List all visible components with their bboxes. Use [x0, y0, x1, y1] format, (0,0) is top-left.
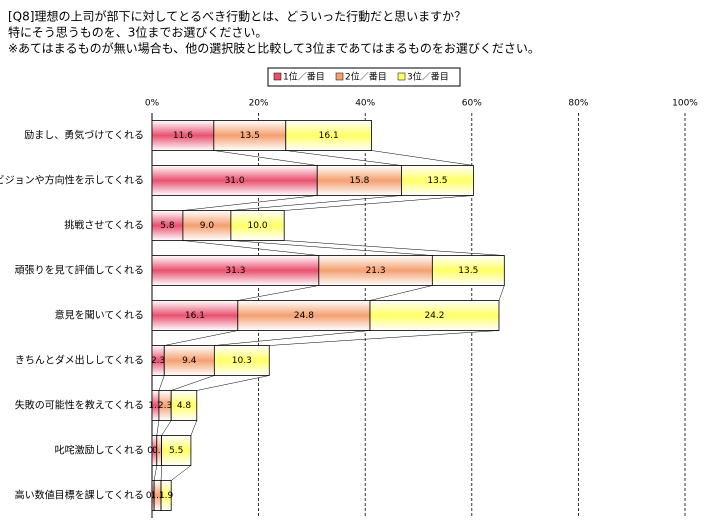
series-line: [164, 330, 238, 346]
y-tick-label: 失敗の可能性を教えてくれる: [15, 399, 144, 412]
value-label: 10.3: [232, 356, 252, 366]
series-line: [182, 195, 318, 211]
value-label: 0.4: [146, 491, 161, 501]
series-line: [285, 150, 402, 166]
bar-segment: [151, 210, 184, 241]
series-line: [182, 240, 319, 256]
bar-segment: [369, 300, 500, 331]
bar-segment: [151, 165, 318, 196]
bar-segment: [213, 345, 270, 376]
x-tick-label: 60%: [462, 99, 482, 109]
value-label: 31.0: [225, 176, 245, 186]
series-line: [371, 150, 474, 166]
title-line: ※あてはまるものが無い場合も、他の選択肢と比較して3位まであてはまるものをお選び…: [8, 41, 540, 56]
y-tick-label: きちんとダメ出ししてくれる: [15, 354, 144, 367]
series-line: [284, 195, 474, 211]
series-line: [158, 375, 165, 391]
value-label: 5.5: [169, 446, 183, 456]
value-label: 13.5: [240, 131, 260, 141]
series-line: [171, 375, 215, 391]
bar-segment: [163, 345, 215, 376]
series-line: [230, 195, 402, 211]
bar-segment: [182, 210, 232, 241]
legend-swatch: [273, 72, 282, 81]
value-label: 16.1: [319, 131, 339, 141]
bar-segment: [161, 435, 192, 466]
series-line: [160, 465, 162, 481]
value-label: 2.3: [158, 401, 172, 411]
legend-label: 3位／番目: [407, 71, 449, 83]
series-line: [213, 150, 318, 166]
legend-swatch: [397, 72, 406, 81]
series-line: [196, 375, 270, 391]
bar-segment: [230, 210, 285, 241]
series-line: [230, 240, 433, 256]
legend-box: [267, 67, 461, 87]
bar-segment: [160, 480, 172, 511]
series-line: [237, 285, 319, 301]
value-label: 1.3: [148, 401, 162, 411]
value-label: 0.9: [152, 446, 167, 456]
value-label: 4.8: [177, 401, 192, 411]
y-tick-label: ビジョンや方向性を示してくれる: [0, 174, 144, 187]
x-tick-label: 20%: [249, 99, 269, 109]
value-label: 15.8: [349, 176, 369, 186]
value-label: 16.1: [185, 311, 205, 321]
value-label: 13.5: [427, 176, 447, 186]
value-label: 31.3: [225, 266, 245, 276]
bar-segment: [237, 300, 371, 331]
value-label: 24.8: [294, 311, 314, 321]
series-line: [269, 330, 499, 346]
x-tick-label: 0%: [145, 99, 160, 109]
y-tick-label: 挑戦させてくれる: [64, 219, 144, 232]
y-tick-label: 叱咤激励してくれる: [55, 444, 144, 457]
legend-label: 2位／番目: [345, 71, 387, 83]
value-label: 9.4: [182, 356, 197, 366]
value-label: 1.9: [159, 491, 174, 501]
value-label: 5.8: [160, 221, 175, 231]
series-line: [214, 330, 371, 346]
x-tick-label: 80%: [568, 99, 588, 109]
value-label: 13.5: [458, 266, 478, 276]
value-label: 9.0: [200, 221, 215, 231]
y-tick-label: 励まし、勇気づけてくれる: [24, 129, 144, 142]
bar-segment: [401, 165, 474, 196]
series-line: [171, 465, 192, 481]
value-label: 2.3: [151, 356, 165, 366]
series-line: [153, 465, 158, 481]
y-tick-label: 高い数値目標を課してくれる: [15, 489, 144, 502]
value-label: 0.9: [147, 446, 162, 456]
series-line: [190, 420, 198, 436]
title-line: 特にそう思うものを、3位までお選びください。: [8, 25, 267, 40]
bar-segment: [431, 255, 505, 286]
bar-segment: [151, 255, 320, 286]
series-line: [161, 420, 172, 436]
bar-segment: [318, 255, 433, 286]
title-line: [Q8]理想の上司が部下に対してとるべき行動とは、どういった行動だと思いますか？: [8, 9, 466, 24]
bar-segment: [213, 120, 287, 151]
x-tick-label: 40%: [355, 99, 375, 109]
bar-segment: [285, 120, 372, 151]
y-tick-label: 意見を聞いてくれる: [55, 309, 144, 322]
series-line: [369, 285, 433, 301]
value-label: 24.2: [424, 311, 444, 321]
bar-segment: [316, 165, 402, 196]
y-tick-label: 頑張りを見て評価してくれる: [15, 264, 144, 277]
legend-label: 1位／番目: [283, 71, 325, 83]
legend-swatch: [335, 72, 344, 81]
value-label: 21.3: [366, 266, 386, 276]
value-label: 1.3: [150, 491, 164, 501]
x-tick-label: 100%: [672, 99, 698, 109]
bar-segment: [151, 300, 239, 331]
bar-segment: [170, 390, 198, 421]
series-line: [156, 420, 160, 436]
value-label: 11.6: [173, 131, 193, 141]
value-label: 10.0: [248, 221, 268, 231]
series-line: [498, 285, 505, 301]
series-line: [284, 240, 505, 256]
